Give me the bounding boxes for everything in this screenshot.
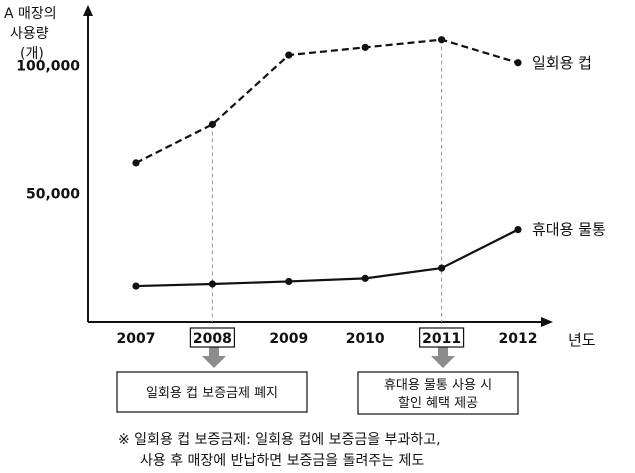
guide-lines <box>211 39 443 322</box>
highlight-box-2011 <box>419 327 465 348</box>
annotation-2008-line-1: 일회용 컵 보증금제 폐지 <box>146 386 278 401</box>
annotation-2011-line-1: 휴대용 물통 사용 시 <box>384 378 492 393</box>
data-point <box>208 120 216 128</box>
annotation-2011-line-2: 할인 혜택 제공 <box>398 396 478 411</box>
series-line-0 <box>135 38 519 164</box>
x-tick-labels: 2007 2008 2009 2010 2011 2012 <box>117 327 538 348</box>
x-tick-label-2007: 2007 <box>117 331 156 347</box>
x-tick-label-2008: 2008 <box>193 331 232 347</box>
data-point <box>514 59 522 67</box>
arrow-down-icon-2008 <box>202 345 226 368</box>
annotation-box-2011 <box>357 371 519 415</box>
y-axis-arrowhead <box>83 5 93 16</box>
data-point <box>361 274 369 282</box>
y-axis-label-line-3: (개) <box>20 46 44 62</box>
x-axis-arrowhead <box>541 317 553 327</box>
data-point <box>438 264 446 272</box>
arrow-down-icon-2011 <box>431 345 455 368</box>
y-axis-label-line-2: 사용량 <box>10 26 49 42</box>
footnote-line-1: ※ 일회용 컵 보증금제: 일회용 컵에 보증금을 부과하고, <box>118 432 441 448</box>
data-point <box>285 51 293 59</box>
data-point <box>132 159 140 167</box>
y-tick-label: 100,000 <box>16 58 80 74</box>
x-axis-label: 년도 <box>568 331 596 349</box>
y-tick-labels: 100,000 50,000 <box>16 58 80 202</box>
x-tick-label-2009: 2009 <box>269 331 308 347</box>
y-axis-label-line-1: A 매장의 <box>4 6 57 22</box>
data-point <box>208 280 216 288</box>
data-point <box>285 277 293 286</box>
x-tick-label-2010: 2010 <box>346 331 385 347</box>
data-point <box>438 36 446 44</box>
data-point <box>514 226 522 234</box>
series-label-1: 휴대용 물통 <box>532 221 606 239</box>
footnote-line-2: 사용 후 매장에 반납하면 보증금을 돌려주는 제도 <box>140 453 424 469</box>
data-point <box>132 282 140 290</box>
y-tick-label: 50,000 <box>26 187 80 203</box>
series-line-1 <box>135 228 519 288</box>
x-tick-label-2011: 2011 <box>422 331 461 347</box>
annotation-box-2008 <box>116 371 308 413</box>
x-tick-label-2012: 2012 <box>499 331 538 347</box>
highlight-box-2008 <box>189 327 235 348</box>
series-label-0: 일회용 컵 <box>532 54 592 72</box>
data-point <box>361 43 369 51</box>
